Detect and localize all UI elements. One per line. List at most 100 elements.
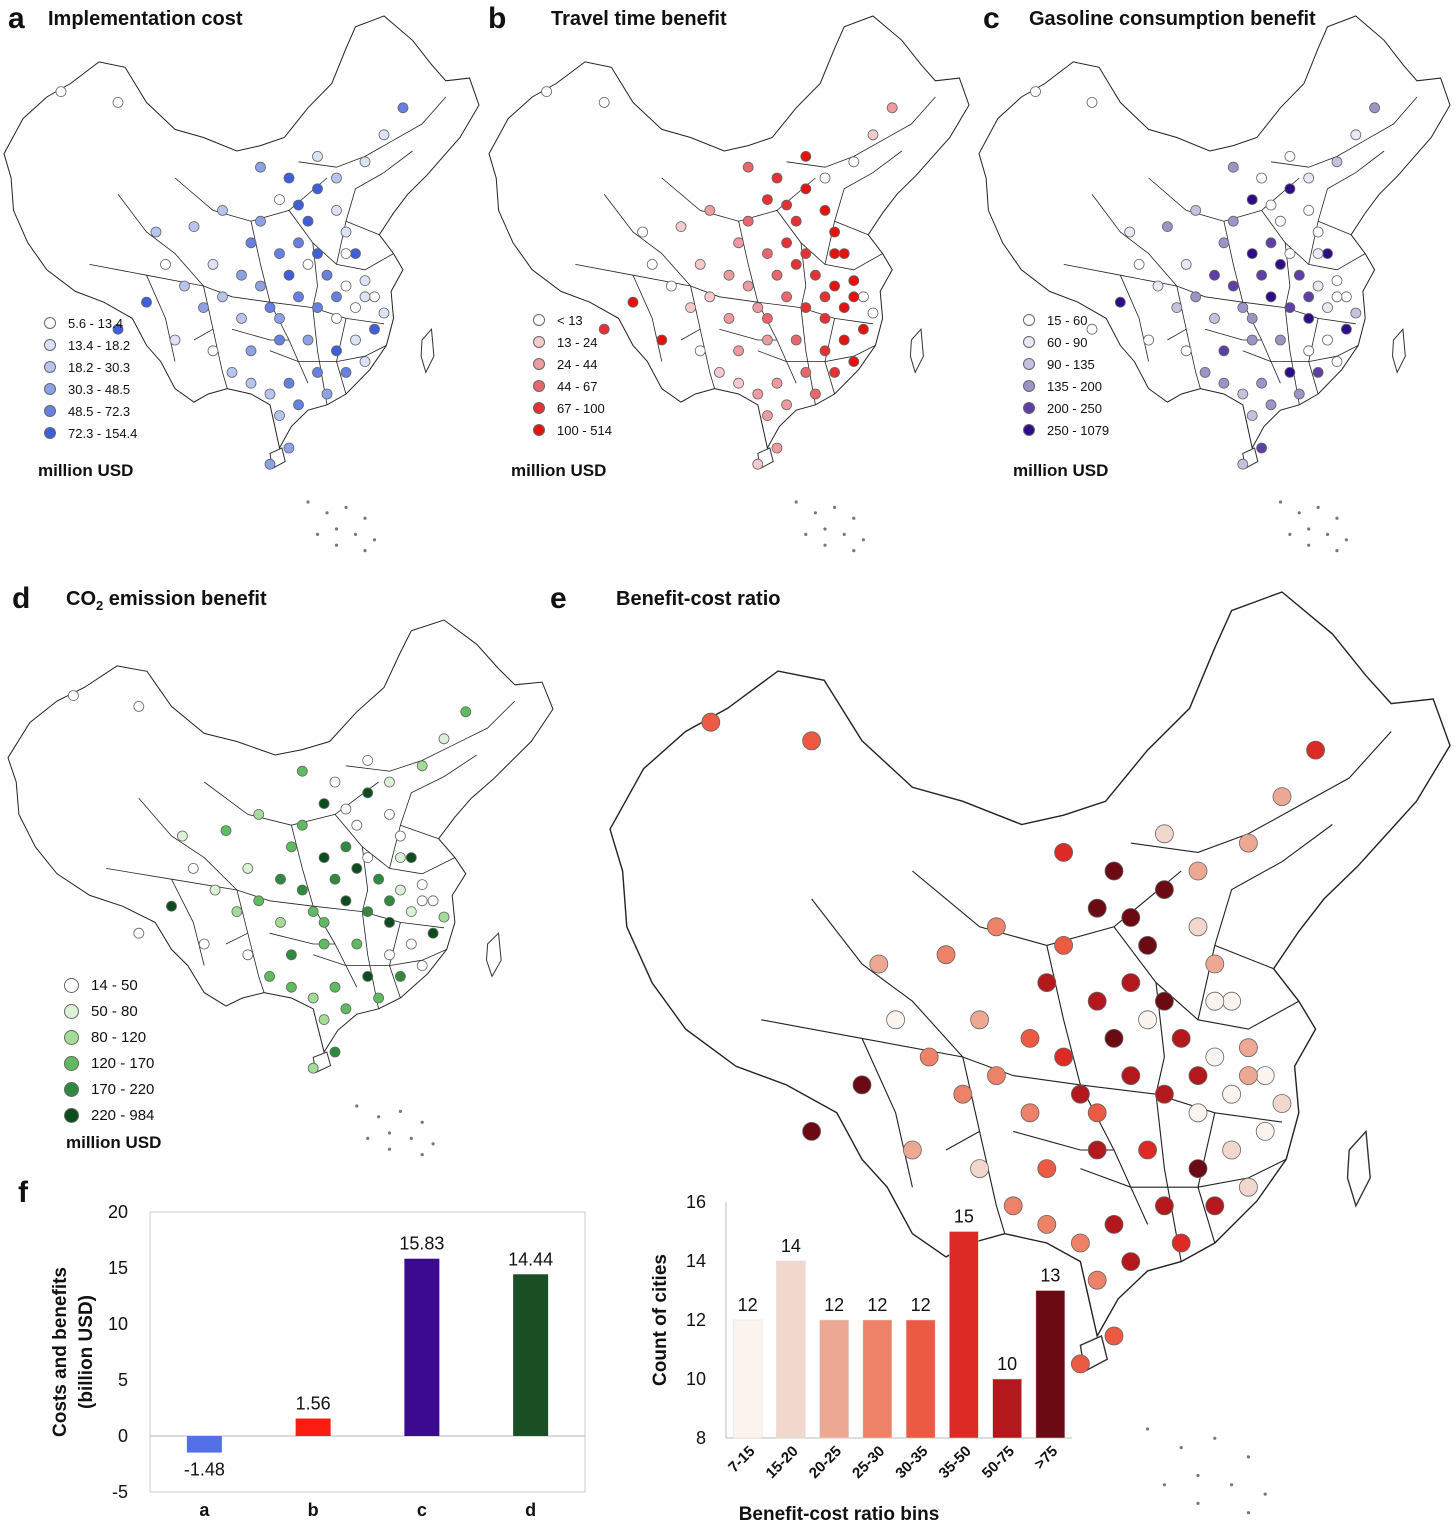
unit-label-d: million USD bbox=[66, 1133, 162, 1152]
city-marker bbox=[1272, 1094, 1292, 1113]
city-marker bbox=[187, 862, 199, 874]
legend-item: 50 - 80 bbox=[64, 998, 154, 1024]
city-marker bbox=[1071, 1084, 1090, 1104]
city-marker bbox=[1255, 1122, 1275, 1141]
city-marker bbox=[207, 345, 219, 357]
city-marker bbox=[427, 927, 439, 939]
legend-label: 200 - 250 bbox=[1047, 400, 1102, 416]
province-border bbox=[236, 889, 265, 993]
city-marker bbox=[829, 226, 841, 238]
legend-swatch bbox=[44, 339, 56, 351]
city-marker bbox=[1312, 248, 1324, 260]
city-marker bbox=[1218, 377, 1230, 389]
taiwan-outline bbox=[420, 327, 435, 374]
city-marker bbox=[318, 1014, 330, 1026]
panel-title-b: Travel time benefit bbox=[551, 8, 727, 30]
city-marker bbox=[1227, 215, 1239, 227]
city-marker bbox=[274, 194, 285, 206]
province-border bbox=[312, 242, 328, 405]
city-marker bbox=[1133, 258, 1145, 270]
city-marker bbox=[416, 879, 428, 891]
island-dot bbox=[1278, 500, 1283, 504]
city-marker bbox=[598, 97, 610, 108]
city-marker bbox=[340, 895, 352, 907]
island-dot bbox=[1246, 1455, 1250, 1459]
city-marker bbox=[112, 97, 124, 108]
city-marker bbox=[1155, 880, 1174, 900]
unit-label-b: million USD bbox=[511, 461, 607, 480]
province-border bbox=[1242, 345, 1359, 362]
city-marker bbox=[1086, 323, 1098, 335]
city-marker bbox=[198, 938, 210, 950]
legend-item: 135 - 200 bbox=[1023, 375, 1109, 397]
island-dot bbox=[1325, 532, 1330, 537]
city-marker bbox=[293, 291, 304, 303]
city-marker bbox=[1205, 954, 1225, 974]
city-marker bbox=[296, 765, 308, 777]
city-marker bbox=[359, 156, 371, 168]
city-marker bbox=[637, 226, 649, 238]
legend-swatch bbox=[533, 336, 545, 348]
island-dot bbox=[1196, 1473, 1200, 1478]
city-marker bbox=[141, 296, 152, 308]
city-marker bbox=[1331, 291, 1343, 303]
city-marker bbox=[902, 1140, 922, 1160]
island-dot bbox=[1246, 1511, 1250, 1515]
panel-title-d: CO2 emission benefit bbox=[66, 589, 267, 612]
city-marker bbox=[1188, 1066, 1208, 1086]
bin-bar bbox=[992, 1378, 1022, 1439]
city-marker bbox=[1312, 366, 1324, 378]
city-marker bbox=[694, 258, 706, 270]
city-marker bbox=[1020, 1028, 1040, 1048]
legend-swatch bbox=[44, 317, 56, 329]
island-dot bbox=[306, 500, 310, 504]
province-border bbox=[786, 96, 936, 168]
city-marker bbox=[427, 895, 439, 907]
province-border bbox=[336, 150, 413, 265]
city-marker bbox=[1340, 323, 1352, 335]
city-marker bbox=[1171, 1028, 1191, 1048]
city-marker bbox=[800, 150, 812, 162]
city-marker bbox=[1218, 237, 1230, 249]
bar-d bbox=[513, 1274, 549, 1436]
legend-label: 24 - 44 bbox=[557, 356, 598, 372]
city-marker bbox=[1155, 824, 1174, 844]
city-marker bbox=[1054, 842, 1073, 862]
city-marker bbox=[802, 731, 822, 751]
city-marker bbox=[340, 1003, 352, 1015]
province-border bbox=[824, 318, 835, 395]
island-dot bbox=[353, 532, 358, 537]
city-marker bbox=[302, 215, 314, 227]
island-dot bbox=[852, 516, 856, 520]
city-marker bbox=[283, 269, 295, 281]
city-marker bbox=[209, 884, 221, 896]
city-marker bbox=[848, 156, 860, 168]
city-marker bbox=[1246, 312, 1258, 324]
province-border bbox=[757, 301, 874, 325]
province-border bbox=[1308, 150, 1385, 265]
city-marker bbox=[1274, 258, 1286, 270]
legend-item: 60 - 90 bbox=[1023, 331, 1109, 353]
city-marker bbox=[1199, 366, 1211, 378]
city-marker bbox=[1188, 917, 1208, 937]
legend-item: 80 - 120 bbox=[64, 1024, 154, 1050]
city-marker bbox=[1138, 935, 1157, 955]
city-marker bbox=[1284, 248, 1296, 260]
city-marker bbox=[242, 862, 254, 874]
city-marker bbox=[1265, 199, 1277, 211]
city-marker bbox=[350, 302, 361, 314]
island-dot bbox=[861, 538, 865, 542]
province-border bbox=[171, 879, 205, 966]
island-dot bbox=[363, 516, 367, 520]
legend-item: 120 - 170 bbox=[64, 1050, 154, 1076]
legend-item: 100 - 514 bbox=[533, 419, 612, 441]
island-dot bbox=[1335, 516, 1339, 520]
city-marker bbox=[307, 906, 319, 918]
city-marker bbox=[1239, 1177, 1258, 1197]
data-label: 14.44 bbox=[508, 1249, 553, 1269]
city-marker bbox=[160, 258, 171, 270]
city-marker bbox=[970, 1010, 990, 1030]
country-outline bbox=[488, 15, 970, 450]
city-marker bbox=[1121, 1252, 1141, 1271]
y-tick-label: -5 bbox=[112, 1482, 128, 1502]
